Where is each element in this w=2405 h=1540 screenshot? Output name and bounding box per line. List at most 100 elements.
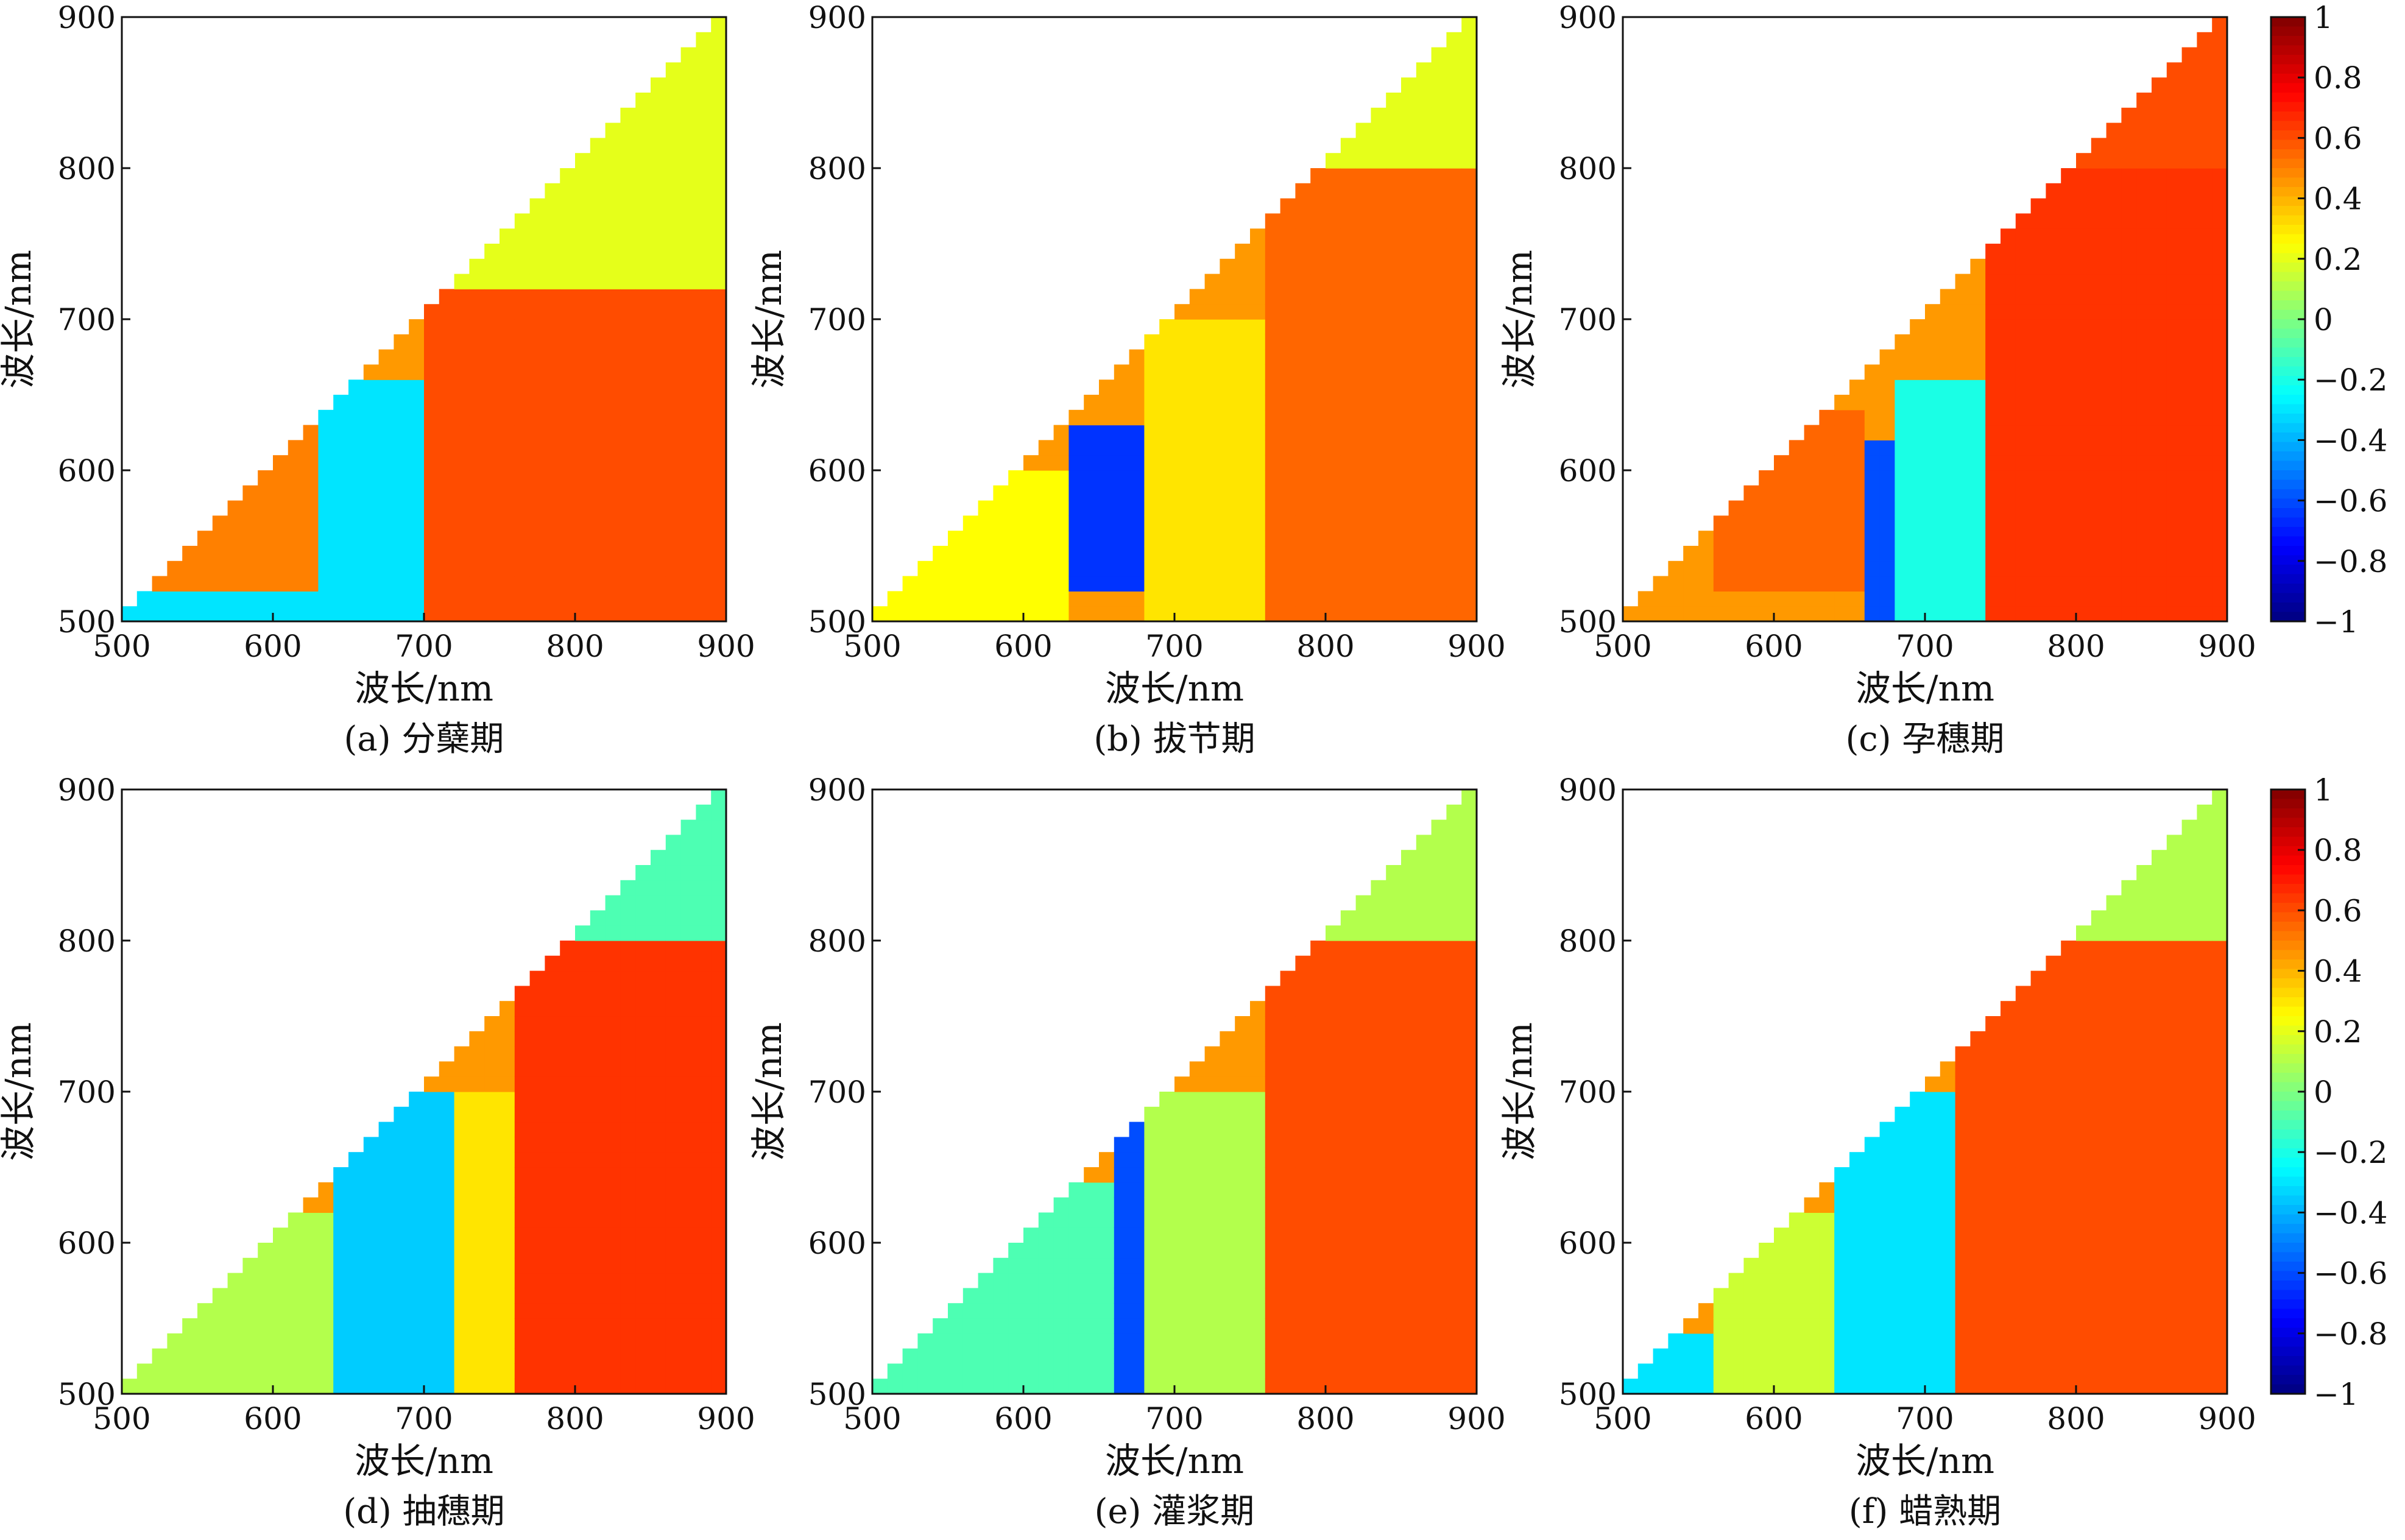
heatmap-cell (2152, 1121, 2167, 1137)
heatmap-cell (2136, 546, 2152, 562)
heatmap-cell (1985, 1379, 2001, 1394)
heatmap-cell (1204, 304, 1220, 320)
heatmap-cell (273, 1243, 289, 1259)
heatmap-cell (2136, 198, 2152, 214)
panel-caption: (b) 拔节期 (1093, 719, 1255, 759)
heatmap-cell (529, 531, 545, 546)
heatmap-cell (711, 910, 727, 926)
heatmap-cell (1280, 1167, 1296, 1183)
heatmap-cell (500, 546, 515, 562)
heatmap-cell (680, 925, 696, 941)
heatmap-cell (1038, 1227, 1054, 1243)
heatmap-cell (484, 395, 500, 411)
heatmap-cell (575, 380, 591, 395)
heatmap-cell (1340, 334, 1357, 350)
heatmap-cell (2061, 591, 2077, 607)
heatmap-cell (1416, 515, 1432, 531)
heatmap-cell (514, 440, 531, 456)
heatmap-cell (2197, 1348, 2213, 1364)
heatmap-cell (620, 941, 636, 956)
heatmap-cell (1910, 576, 1926, 592)
heatmap-cell (545, 440, 560, 456)
heatmap-cell (1084, 591, 1100, 607)
heatmap-cell (439, 1243, 455, 1259)
heatmap-cell (560, 1212, 576, 1228)
heatmap-cell (2015, 349, 2032, 365)
heatmap-cell (1955, 1167, 1971, 1183)
heatmap-cell (1401, 153, 1417, 169)
heatmap-cell (1114, 455, 1130, 471)
heatmap-cell (1728, 531, 1744, 546)
heatmap-cell (2121, 1227, 2137, 1243)
heatmap-cell (469, 395, 485, 411)
heatmap-cell (2166, 515, 2183, 531)
heatmap-cell (1925, 334, 1941, 350)
heatmap-cell (1250, 455, 1266, 471)
heatmap-cell (1864, 1379, 1881, 1394)
heatmap-cell (363, 409, 380, 426)
heatmap-cell (1789, 500, 1805, 516)
heatmap-cell (378, 576, 394, 592)
heatmap-cell (2166, 925, 2183, 941)
heatmap-cell (2061, 1152, 2077, 1168)
heatmap-cell (696, 1152, 712, 1168)
heatmap-cell (680, 425, 696, 440)
heatmap-cell (1834, 576, 1850, 592)
heatmap-cell (303, 440, 319, 456)
heatmap-cell (1326, 970, 1341, 986)
heatmap-cell (2001, 1076, 2016, 1092)
heatmap-cell (665, 606, 682, 622)
heatmap-cell (1910, 1152, 1926, 1168)
heatmap-cell (2030, 1379, 2046, 1394)
heatmap-cell (1295, 970, 1311, 986)
heatmap-cell (2091, 198, 2107, 214)
heatmap-cell (529, 1001, 545, 1017)
heatmap-cell (1819, 515, 1835, 531)
heatmap-cell (1129, 349, 1145, 365)
heatmap-cell (1461, 17, 1477, 33)
heatmap-cell (2197, 107, 2213, 124)
heatmap-cell (680, 576, 696, 592)
heatmap-cell (620, 349, 636, 365)
heatmap-cell (318, 1243, 334, 1259)
heatmap-cell (2166, 440, 2183, 456)
heatmap-cell (333, 470, 349, 486)
heatmap-cell (1235, 1031, 1251, 1047)
heatmap-cell (1068, 1197, 1084, 1213)
heatmap-cell (605, 531, 621, 546)
heatmap-cell (1220, 1363, 1235, 1379)
heatmap-cell (680, 228, 696, 244)
heatmap-cell (500, 1303, 515, 1319)
heatmap-cell (1250, 425, 1266, 440)
heatmap-cell (2091, 244, 2107, 260)
heatmap-cell (2015, 1348, 2032, 1364)
heatmap-cell (1431, 986, 1447, 1001)
heatmap-cell (1925, 1273, 1941, 1288)
heatmap-cell (590, 319, 606, 335)
heatmap-cell (212, 531, 228, 546)
heatmap-cell (917, 591, 933, 607)
heatmap-cell (2136, 213, 2152, 229)
heatmap-cell (1326, 258, 1341, 275)
heatmap-cell (665, 515, 682, 531)
heatmap-cell (1925, 1243, 1941, 1259)
heatmap-cell (1235, 1016, 1251, 1032)
heatmap-cell (620, 122, 636, 138)
heatmap-cell (1416, 1016, 1432, 1032)
heatmap-cell (948, 1333, 964, 1349)
heatmap-cell (348, 606, 364, 622)
heatmap-cell (872, 1379, 888, 1394)
heatmap-cell (1280, 1212, 1296, 1228)
heatmap-cell (409, 1121, 425, 1137)
heatmap-cell (2181, 1257, 2197, 1274)
heatmap-cell (1038, 1273, 1054, 1288)
heatmap-cell (2061, 531, 2077, 546)
heatmap-cell (182, 606, 198, 622)
heatmap-cell (1189, 289, 1206, 305)
heatmap-cell (2152, 289, 2167, 305)
heatmap-cell (605, 910, 621, 926)
heatmap-cell (2046, 213, 2061, 229)
heatmap-cell (1683, 1318, 1699, 1334)
heatmap-cell (1355, 228, 1371, 244)
heatmap-cell (409, 576, 425, 592)
